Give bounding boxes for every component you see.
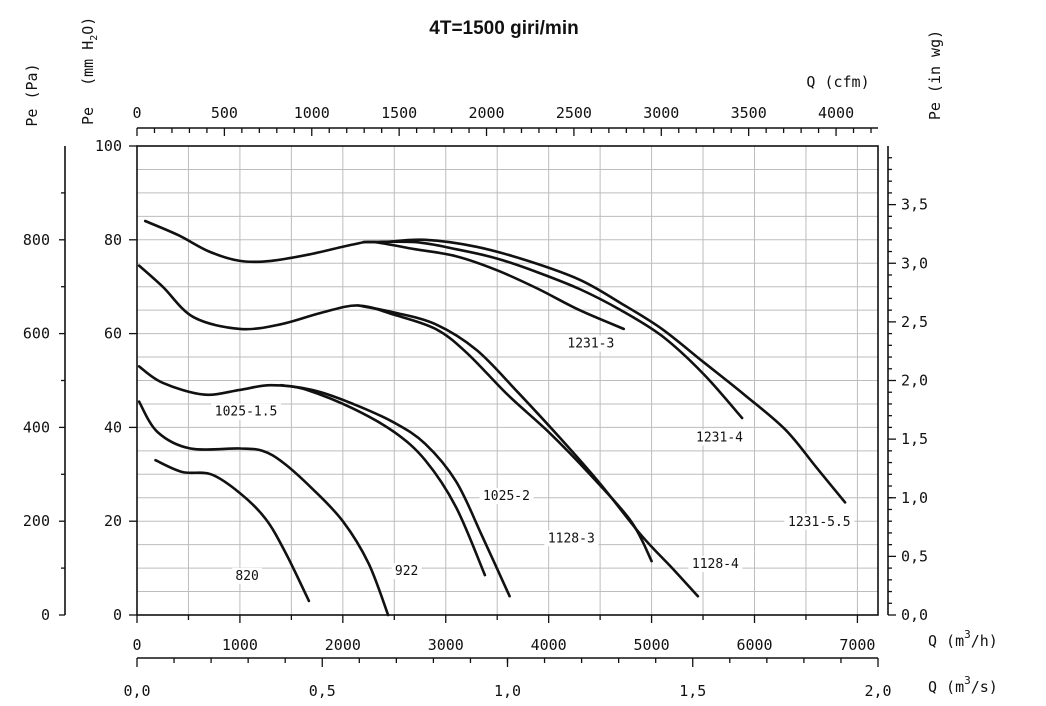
y-tick-label-inwg: 0,5 — [901, 547, 928, 565]
curve-820 — [154, 458, 311, 603]
x-tick-label-cfm: 0 — [132, 104, 141, 122]
curve-label-1128-4: 1128-4 — [692, 557, 739, 572]
y-tick-label-mmh2o: 100 — [95, 137, 122, 155]
x-tick-label-m3h: 4000 — [531, 636, 567, 654]
y-tick-label-inwg: 1,5 — [901, 430, 928, 448]
mmh2o-sub: 2 — [89, 35, 100, 41]
x-tick-label-m3s: 1,0 — [494, 682, 521, 700]
y-tick-label-pa: 400 — [23, 418, 50, 436]
curve-label-1231-5-5: 1231-5.5 — [788, 515, 851, 530]
bottom-m3s-axis-label: Q (m3/s) — [928, 674, 998, 696]
curve-1128-3 — [137, 264, 653, 563]
y-tick-label-pa: 200 — [23, 512, 50, 530]
left-pa-axis-label: Pe (Pa) — [23, 63, 41, 126]
curve-label-bg-1025-2 — [479, 488, 534, 505]
y-tick-label-inwg: 1,0 — [901, 489, 928, 507]
curve-label-1128-3: 1128-3 — [548, 531, 595, 546]
y-tick-label-inwg: 2,0 — [901, 372, 928, 390]
x-tick-label-m3h: 2000 — [325, 636, 361, 654]
x-tick-label-m3h: 5000 — [634, 636, 670, 654]
curve-label-1231-4: 1231-4 — [696, 430, 743, 445]
curve-label-1025-1-5: 1025-1.5 — [215, 405, 278, 420]
bottom-m3h-axis-label: Q (m3/h) — [928, 628, 998, 650]
x-tick-label-cfm: 4000 — [818, 104, 854, 122]
y-tick-label-mmh2o: 20 — [104, 512, 122, 530]
x-tick-label-m3s: 2,0 — [864, 682, 891, 700]
x-tick-label-cfm: 3500 — [731, 104, 767, 122]
fan-curves — [137, 219, 847, 617]
chart-title: 4T=1500 giri/min — [429, 18, 578, 39]
x-tick-label-m3h: 1000 — [222, 636, 258, 654]
mmh2o-o: O) — [79, 17, 97, 35]
plot-frame — [136, 145, 879, 616]
mmh2o-pe: Pe — [79, 107, 97, 125]
curve-1231-5-5 — [382, 238, 847, 504]
y-tick-label-mmh2o: 0 — [113, 606, 122, 624]
curve-1128-4 — [357, 304, 700, 598]
curve-1231-4 — [362, 240, 744, 420]
y-tick-label-mmh2o: 60 — [104, 325, 122, 343]
x-tick-label-m3s: 1,5 — [679, 682, 706, 700]
y-tick-label-pa: 0 — [41, 606, 50, 624]
y-tick-label-inwg: 0,0 — [901, 606, 928, 624]
curve-label-bg-1231-3 — [563, 335, 618, 352]
curve-label-bg-1128-4 — [688, 556, 743, 573]
x-tick-label-m3s: 0,5 — [309, 682, 336, 700]
x-tick-label-m3h: 3000 — [428, 636, 464, 654]
x-tick-label-m3h: 7000 — [839, 636, 875, 654]
x-tick-label-cfm: 2500 — [556, 104, 592, 122]
curve-922 — [137, 400, 390, 617]
x-tick-label-m3s: 0,0 — [123, 682, 150, 700]
y-tick-label-inwg: 3,5 — [901, 196, 928, 214]
y-tick-label-pa: 600 — [23, 325, 50, 343]
curve-1025-2 — [279, 383, 487, 577]
curve-1025-1-5 — [137, 365, 511, 598]
x-tick-label-cfm: 3000 — [643, 104, 679, 122]
top-x-axis-label: Q (cfm) — [806, 73, 869, 91]
curve-label-820: 820 — [235, 569, 258, 584]
mmh2o-unit: (mm H — [79, 41, 97, 86]
axis-ticks — [59, 127, 896, 667]
y-tick-label-inwg: 2,5 — [901, 313, 928, 331]
right-inwg-axis-label: Pe (in wg) — [926, 30, 944, 120]
x-tick-label-cfm: 500 — [211, 104, 238, 122]
y-tick-label-mmh2o: 40 — [104, 418, 122, 436]
curve-label-bg-1128-3 — [544, 530, 599, 547]
y-tick-label-inwg: 3,0 — [901, 254, 928, 272]
curve-label-bg-1231-5-5 — [784, 513, 855, 530]
x-tick-label-cfm: 2000 — [468, 104, 504, 122]
curve-label-bg-820 — [232, 567, 263, 584]
curve-label-1025-2: 1025-2 — [483, 489, 530, 504]
left-mmh2o-axis-label: Pe (mm H2O) — [79, 17, 100, 125]
curve-label-bg-1025-1-5 — [211, 403, 282, 420]
curve-label-922: 922 — [395, 564, 418, 579]
svg-text:Pe (mm H2O): Pe (mm H2O) — [79, 17, 100, 125]
curve-label-1231-3: 1231-3 — [567, 337, 614, 352]
y-tick-label-mmh2o: 80 — [104, 231, 122, 249]
curve-label-bg-922 — [391, 563, 422, 580]
y-tick-label-pa: 800 — [23, 231, 50, 249]
x-tick-label-cfm: 1500 — [381, 104, 417, 122]
x-tick-label-m3h: 6000 — [736, 636, 772, 654]
x-tick-label-cfm: 1000 — [294, 104, 330, 122]
x-tick-label-m3h: 0 — [132, 636, 141, 654]
curve-label-bg-1231-4 — [692, 429, 747, 446]
